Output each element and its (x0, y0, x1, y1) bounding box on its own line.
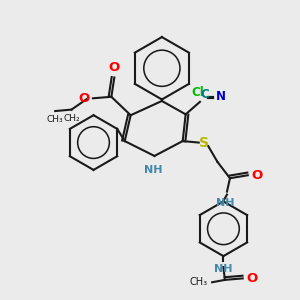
Text: CH₃: CH₃ (47, 115, 64, 124)
Text: CH₃: CH₃ (190, 277, 208, 287)
Text: O: O (109, 61, 120, 74)
Text: N: N (216, 90, 226, 103)
Text: NH: NH (144, 166, 162, 176)
Text: CH₂: CH₂ (64, 114, 80, 123)
Text: C: C (201, 88, 210, 101)
Text: O: O (251, 169, 262, 182)
Text: S: S (199, 136, 209, 150)
Text: NH: NH (216, 198, 235, 208)
Text: O: O (78, 92, 89, 105)
Text: Cl: Cl (191, 86, 204, 99)
Text: O: O (246, 272, 257, 285)
Text: NH: NH (214, 263, 233, 274)
